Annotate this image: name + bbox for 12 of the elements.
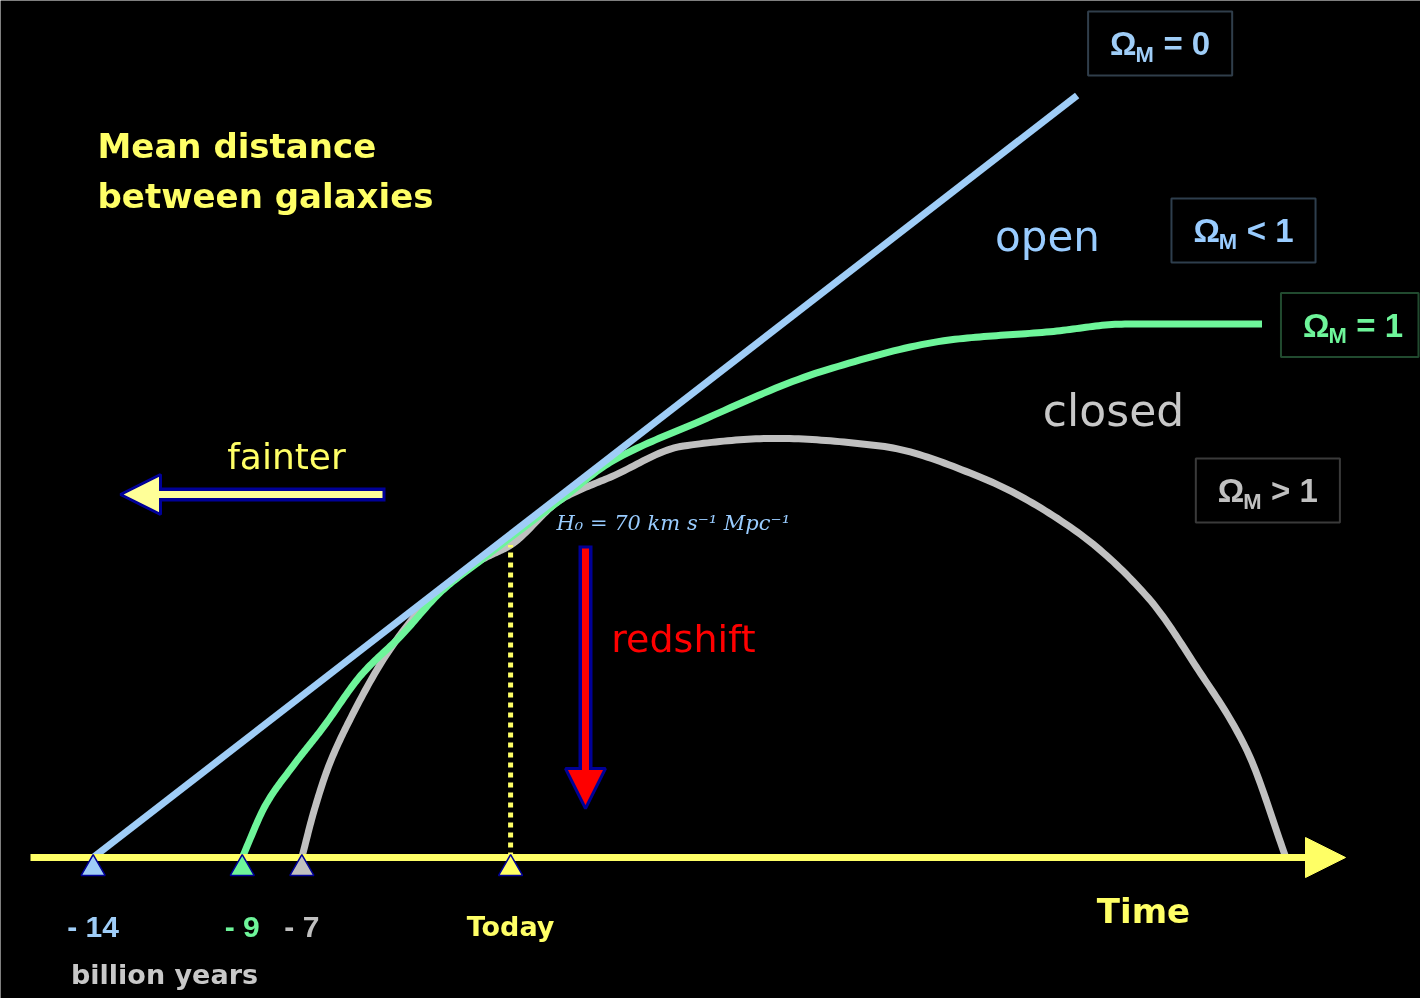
x-tick-label: - 7 xyxy=(284,910,320,943)
x-tick-label: - 14 xyxy=(67,910,120,943)
x-axis-title: Time xyxy=(1096,890,1191,931)
annotation: closed xyxy=(1042,385,1185,436)
y-axis-title: Mean distance between galaxies xyxy=(97,125,434,216)
x-tick-label: - 9 xyxy=(224,910,260,943)
x-tick-label: Today xyxy=(466,911,555,942)
annotation: redshift xyxy=(611,616,756,661)
annotation: fainter xyxy=(227,436,347,477)
annotation: open xyxy=(995,212,1100,261)
text: billion years xyxy=(70,959,259,990)
annotation: H₀ = 70 km s⁻¹ Mpc⁻¹ xyxy=(555,510,791,535)
